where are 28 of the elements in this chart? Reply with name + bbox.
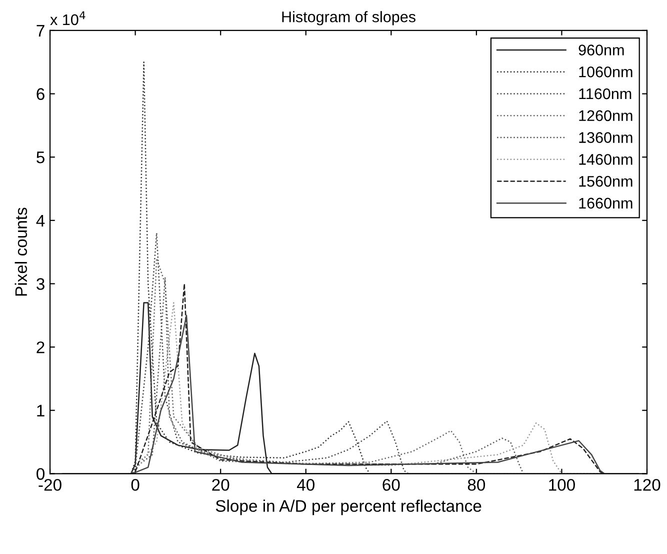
legend-label: 1560nm <box>579 176 632 187</box>
chart-title: Histogram of slopes <box>282 11 416 26</box>
x-tick-label: 0 <box>131 478 140 491</box>
x-tick-label: 60 <box>382 478 400 491</box>
x-tick-label: 120 <box>634 478 660 491</box>
legend-label: 1660nm <box>579 198 632 209</box>
y-tick-label: 5 <box>36 152 44 164</box>
x-tick-label: 100 <box>549 478 575 491</box>
y-tick-label: 2 <box>36 341 44 354</box>
y-tick-label: 0 <box>36 468 45 480</box>
y-tick-label: 3 <box>36 278 44 290</box>
x-tick-label: 80 <box>468 478 486 491</box>
y-tick-label: 7 <box>36 25 44 37</box>
y-axis-title: Pixel counts <box>14 208 28 296</box>
x-tick-label: 40 <box>296 478 314 491</box>
y-tick-label: 1 <box>37 404 44 416</box>
legend-label: 1060nm <box>579 66 632 78</box>
legend-label: 1460nm <box>579 154 632 165</box>
y-tick-label: 4 <box>36 214 45 226</box>
x-tick-label: -20 <box>38 478 62 491</box>
legend-label: 1160nm <box>579 88 632 100</box>
legend-label: 1360nm <box>579 132 632 143</box>
text: x 10$^{4}$ <box>50 11 86 26</box>
x-axis-title: Slope in A/D per percent reflectance <box>216 500 482 516</box>
x-tick-label: 20 <box>212 478 230 491</box>
y-tick-label: 6 <box>36 88 44 100</box>
legend-label: 960nm <box>578 44 624 56</box>
legend-label: 1260nm <box>579 110 632 122</box>
